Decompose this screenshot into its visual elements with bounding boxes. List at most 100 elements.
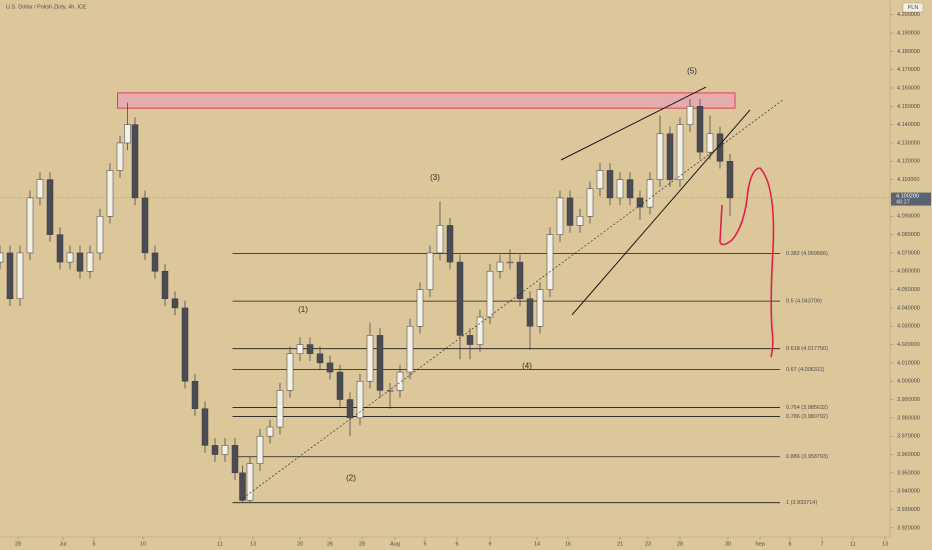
y-tick-label: 4.070000 <box>897 250 920 256</box>
y-tick-label: 3.920000 <box>897 525 920 531</box>
fib-label: 1 (3.933714) <box>786 500 817 506</box>
x-tick-label: Jul <box>59 541 66 547</box>
candle-body <box>211 445 219 455</box>
candle-body <box>26 197 34 254</box>
x-tick-label: 5 <box>92 541 95 547</box>
candle-body <box>141 197 149 254</box>
y-tick-label: 4.120000 <box>897 159 920 165</box>
fib-label: 0.5 (4.043709) <box>786 299 822 305</box>
candle-body <box>416 289 424 327</box>
candle-body <box>86 252 94 272</box>
y-tick-label: 3.980000 <box>897 415 920 421</box>
candle-body <box>516 261 524 299</box>
candle-body <box>556 197 564 235</box>
x-tick-label: 5 <box>423 541 426 547</box>
fib-label: 0.764 (3.985632) <box>786 405 828 411</box>
x-tick-label: 28 <box>677 541 683 547</box>
candle-body <box>151 252 159 272</box>
candle-body <box>476 316 484 345</box>
x-tick-label: 28 <box>359 541 365 547</box>
x-tick-label: 11 <box>850 541 856 547</box>
candle-body <box>116 142 124 171</box>
x-tick-label: 11 <box>217 541 223 547</box>
candle-body <box>456 261 464 336</box>
candle-body <box>596 170 604 190</box>
x-tick-label: 13 <box>882 541 888 547</box>
y-tick-label: 3.970000 <box>897 434 920 440</box>
y-tick-label: 4.200000 <box>897 12 920 18</box>
candle-body <box>36 179 44 199</box>
x-tick-label: 23 <box>645 541 651 547</box>
current-price-tag <box>891 192 931 206</box>
candle-body <box>706 133 714 153</box>
y-tick-label: 4.190000 <box>897 30 920 36</box>
candle-body <box>606 170 614 199</box>
x-tick-label: 6 <box>455 541 458 547</box>
candle-body <box>496 261 504 272</box>
y-tick-label: 3.960000 <box>897 452 920 458</box>
candle-body <box>616 179 624 199</box>
wave-label: (4) <box>522 362 532 371</box>
candle-body <box>656 133 664 180</box>
candle-body <box>286 353 294 391</box>
candle-body <box>316 353 324 364</box>
candle-body <box>366 335 374 382</box>
candle-body <box>396 371 404 391</box>
y-tick-label: 4.050000 <box>897 287 920 293</box>
y-tick-label: 4.140000 <box>897 122 920 128</box>
candle-body <box>191 380 199 409</box>
y-tick-label: 3.990000 <box>897 397 920 403</box>
candle-body <box>161 270 169 299</box>
y-tick-label: 4.170000 <box>897 67 920 73</box>
candle-body <box>256 435 264 464</box>
candle-body <box>486 270 494 318</box>
candle-body <box>246 463 254 501</box>
candle-body <box>446 225 454 263</box>
fib-label: 0.618 (4.017750) <box>786 346 828 352</box>
trend-line <box>571 109 751 316</box>
x-tick-label: 30 <box>725 541 731 547</box>
candle-body <box>566 197 574 226</box>
candle-body <box>646 179 654 208</box>
wave-label: (2) <box>346 473 356 482</box>
x-tick-label: 14 <box>534 541 540 547</box>
x-tick-label: 20 <box>297 541 303 547</box>
candle-body <box>231 445 239 474</box>
x-tick-label: 6 <box>788 541 791 547</box>
x-tick-label: Sep <box>755 541 765 547</box>
candle-body <box>726 161 734 199</box>
y-tick-label: 4.150000 <box>897 104 920 110</box>
candle-body <box>276 390 284 428</box>
candle-body <box>221 445 229 455</box>
x-tick-label: 28 <box>15 541 21 547</box>
y-tick-label: 4.030000 <box>897 324 920 330</box>
candle-body <box>506 261 514 264</box>
candle-body <box>326 362 334 373</box>
candle-body <box>676 124 684 180</box>
wave-label: (1) <box>298 305 308 314</box>
y-tick-label: 4.080000 <box>897 232 920 238</box>
candle-body <box>46 179 54 235</box>
trend-line <box>560 86 707 161</box>
candle-body <box>386 390 394 392</box>
candle-body <box>16 252 24 299</box>
y-tick-label: 4.060000 <box>897 269 920 275</box>
y-tick-label: 4.020000 <box>897 342 920 348</box>
candle-body <box>239 472 246 501</box>
currency-box[interactable] <box>902 2 924 13</box>
candle-body <box>56 234 64 263</box>
x-tick-label: 21 <box>617 541 623 547</box>
currency-label[interactable]: PLN <box>908 5 919 11</box>
candle-body <box>626 179 634 199</box>
wave-label: (3) <box>430 173 440 182</box>
candle-body <box>336 371 344 400</box>
countdown-label: 48:27 <box>896 200 910 206</box>
supply-zone <box>117 92 736 109</box>
candle-body <box>266 426 274 437</box>
candle-body <box>686 106 694 125</box>
candle-body <box>406 325 414 373</box>
y-tick-label: 4.010000 <box>897 360 920 366</box>
candle-body <box>636 197 644 208</box>
candle-body <box>526 298 534 327</box>
